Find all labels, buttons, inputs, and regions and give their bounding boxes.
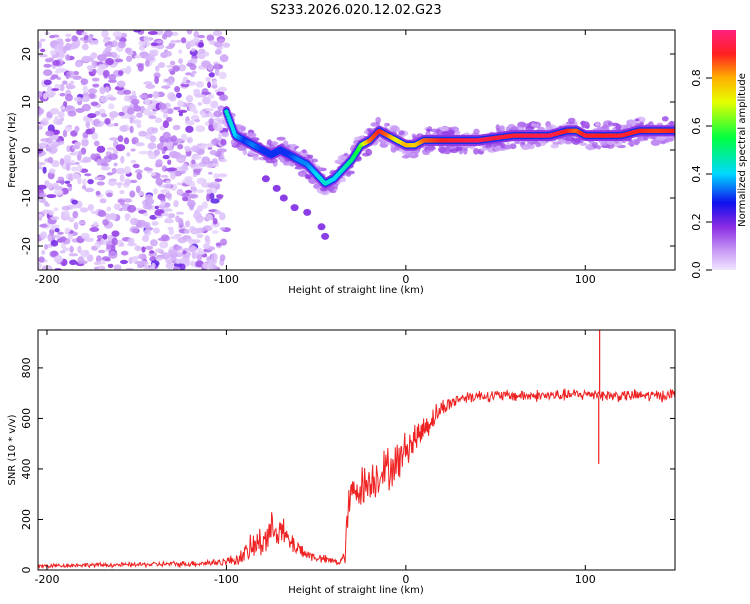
y-tick-label: 20 [20,47,33,61]
colorbar: 0.0 0.2 0.4 0.6 0.8 Normalized spectral ampl… [690,30,748,279]
snr-ylabel: SNR (10 * v/v) [7,414,18,485]
colorbar-label: Normalized spectral amplitude [737,73,748,227]
y-tick-label: 0 [20,567,33,574]
snr-frame [37,329,676,571]
colorbar-tick-label: 0.2 [690,213,703,231]
x-tick-label: 0 [402,573,409,586]
colorbar-gradient [712,30,736,270]
y-tick-label: 0 [20,147,33,154]
spectrogram-marks [38,30,675,270]
x-tick-label: -100 [214,273,239,286]
y-tick-label: 400 [20,458,33,479]
y-tick-label: -10 [20,189,33,207]
x-tick-label: -100 [214,573,239,586]
colorbar-tick-label: 0.6 [690,117,703,135]
snr-marks [38,330,675,570]
chart-title: S233.2026.020.12.02.G23 [270,3,441,18]
x-tick-label: 100 [575,273,596,286]
colorbar-tick-label: 0.4 [690,165,703,183]
colorbar-tick-label: 0.0 [690,261,703,279]
x-tick-label: -200 [34,573,59,586]
snr-ticks: -200 -100 0 100 0 200 400 600 800 [20,330,675,586]
x-tick-label: -200 [34,273,59,286]
snr-panel: -200 -100 0 100 0 200 400 600 800 Height of stra… [7,329,676,596]
colorbar-ticks: 0.0 0.2 0.4 0.6 0.8 [690,69,712,279]
y-tick-label: 600 [20,408,33,429]
colorbar-tick-label: 0.8 [690,69,703,87]
y-tick-label: 800 [20,357,33,378]
y-tick-label: 200 [20,509,33,530]
snr-series-line [38,388,675,570]
x-tick-label: 100 [575,573,596,586]
snr-xlabel: Height of straight line (km) [288,585,424,596]
y-tick-label: -20 [20,237,33,255]
spectrogram-ylabel: Frequency (Hz) [7,112,18,188]
y-tick-label: 10 [20,95,33,109]
x-tick-label: 0 [402,273,409,286]
spectrogram-xlabel: Height of straight line (km) [288,285,424,296]
